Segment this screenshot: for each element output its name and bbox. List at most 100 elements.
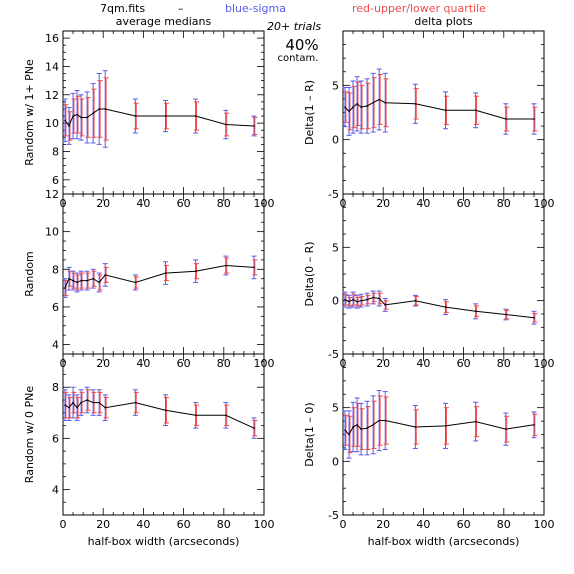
data-point xyxy=(76,281,78,284)
y-tick-label: 5 xyxy=(332,402,339,415)
data-point xyxy=(366,298,368,301)
data-point xyxy=(76,406,78,409)
y-tick-label: 5 xyxy=(332,79,339,92)
data-point xyxy=(348,300,350,303)
y-tick-label: 8 xyxy=(52,145,59,158)
data-point xyxy=(444,425,447,427)
data-point xyxy=(164,115,167,117)
data-point xyxy=(253,427,255,429)
data-point xyxy=(474,310,477,313)
x-tick-label: 40 xyxy=(416,357,430,370)
x-tick-label: 40 xyxy=(136,518,150,531)
data-point xyxy=(384,101,387,104)
data-point xyxy=(64,287,66,289)
data-point xyxy=(505,118,507,120)
data-point xyxy=(134,281,137,284)
x-tick-label: 80 xyxy=(497,357,511,370)
x-tick-label: 20 xyxy=(376,518,390,531)
data-point xyxy=(98,281,100,284)
data-point xyxy=(378,297,380,300)
data-point xyxy=(344,298,346,301)
y-tick-label: 8 xyxy=(52,381,59,394)
data-point xyxy=(356,300,358,303)
x-tick-label: 20 xyxy=(96,357,110,370)
median-line xyxy=(344,98,534,120)
plot-frame xyxy=(342,193,545,355)
quartile-legend: red-upper/lower quartile xyxy=(352,2,486,15)
data-point xyxy=(225,264,227,267)
data-point xyxy=(80,116,82,119)
x-tick-label: 40 xyxy=(416,518,430,531)
data-point xyxy=(474,420,477,423)
y-axis-label: Random w/ 1+ PNe xyxy=(23,59,36,166)
data-point xyxy=(64,404,66,406)
data-point xyxy=(92,277,94,280)
x-tick-label: 60 xyxy=(177,518,191,531)
data-point xyxy=(372,101,374,104)
data-point xyxy=(86,279,88,282)
data-point xyxy=(68,277,70,280)
y-tick-label: 14 xyxy=(45,60,59,73)
x-tick-label: 60 xyxy=(177,357,191,370)
median-line xyxy=(64,399,255,429)
x-tick-label: 80 xyxy=(217,357,231,370)
panel-title: delta plots xyxy=(414,15,472,28)
plot-frame xyxy=(62,353,265,516)
data-point xyxy=(194,115,197,117)
data-point xyxy=(366,105,368,107)
data-point xyxy=(372,424,374,426)
x-tick-label: 60 xyxy=(457,518,471,531)
data-point xyxy=(352,298,354,301)
x-tick-label: 80 xyxy=(497,197,511,210)
data-point xyxy=(104,406,107,409)
data-point xyxy=(348,433,350,436)
contam-percent: 40% xyxy=(285,36,318,54)
header-dash: – xyxy=(178,2,184,15)
data-point xyxy=(76,113,78,116)
y-axis-label: Random xyxy=(23,251,36,297)
y-tick-label: 8 xyxy=(52,263,59,276)
x-tick-label: 60 xyxy=(457,357,471,370)
x-axis-label: half-box width (arcseconds) xyxy=(368,535,520,548)
y-tick-label: 16 xyxy=(45,32,59,45)
x-tick-label: 100 xyxy=(254,518,275,531)
data-point xyxy=(86,116,88,119)
panel-5: 0 20 40 60 80 100 4 6 8 Random w/ 0 PNe half-box w… xyxy=(23,353,275,548)
data-point xyxy=(164,409,167,412)
data-point xyxy=(356,103,358,105)
x-tick-label: 0 xyxy=(60,518,67,531)
data-point xyxy=(444,109,447,112)
data-point xyxy=(533,316,535,319)
data-point xyxy=(225,414,227,417)
y-axis-label: Random w/ 0 PNe xyxy=(23,386,36,484)
y-tick-label: 0 xyxy=(332,134,339,147)
x-tick-label: 20 xyxy=(96,197,110,210)
x-tick-label: 80 xyxy=(497,518,511,531)
data-point xyxy=(356,424,358,426)
data-point xyxy=(474,109,477,112)
y-axis-label: Delta(1 – R) xyxy=(303,80,316,145)
file-label: 7qm.fits xyxy=(100,2,145,15)
data-point xyxy=(164,272,167,274)
y-tick-label: 10 xyxy=(45,226,59,239)
data-point xyxy=(414,299,417,302)
data-point xyxy=(72,115,74,117)
x-tick-label: 40 xyxy=(136,197,150,210)
x-tick-label: 40 xyxy=(136,357,150,370)
y-tick-label: 6 xyxy=(52,301,59,314)
sigma-legend: blue-sigma xyxy=(225,2,286,15)
x-axis-label: half-box width (arcseconds) xyxy=(88,535,240,548)
data-point xyxy=(98,401,100,404)
x-tick-label: 80 xyxy=(217,518,231,531)
x-tick-label: 20 xyxy=(376,357,390,370)
data-point xyxy=(505,428,507,430)
x-tick-label: 100 xyxy=(534,518,555,531)
y-tick-label: 4 xyxy=(52,339,59,352)
data-point xyxy=(92,401,94,404)
data-point xyxy=(505,313,507,316)
data-point xyxy=(372,296,374,299)
